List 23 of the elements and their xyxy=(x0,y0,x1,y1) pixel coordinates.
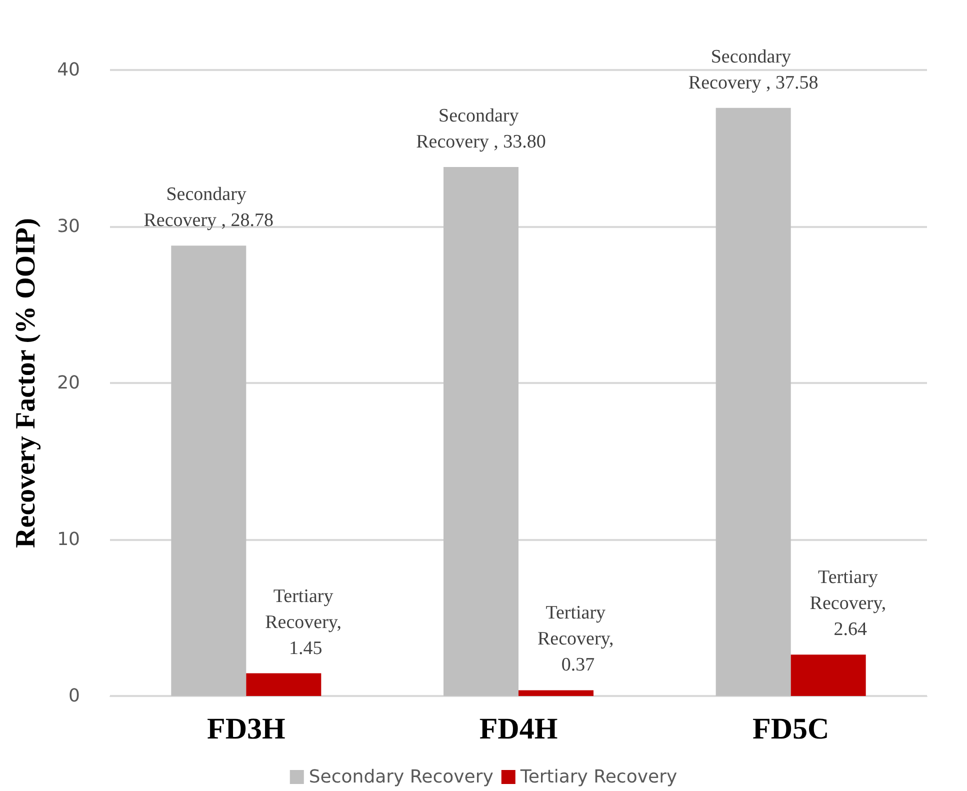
legend-label: Secondary Recovery xyxy=(308,766,494,788)
y-tick-label: 40 xyxy=(57,60,80,80)
y-tick-label: 30 xyxy=(57,216,80,237)
data-label: Tertiary Recovery, 2.64 xyxy=(810,567,891,640)
bar xyxy=(246,673,322,696)
bar xyxy=(171,246,246,696)
data-label: Secondary Recovery , 37.58 xyxy=(688,46,818,94)
bar xyxy=(518,690,594,696)
data-label: Tertiary Recovery, 1.45 xyxy=(265,586,346,659)
data-label: Secondary Recovery , 28.78 xyxy=(144,184,274,232)
y-tick-label: 0 xyxy=(68,686,80,706)
bar xyxy=(790,654,866,696)
data-label: Secondary Recovery , 33.80 xyxy=(416,106,546,153)
bar xyxy=(716,108,791,696)
y-axis-title: Recovery Factor (% OOIP) xyxy=(10,218,42,548)
x-tick-label: FD5C xyxy=(752,712,830,746)
y-tick-label: 20 xyxy=(57,372,80,394)
x-tick-label: FD4H xyxy=(479,712,558,746)
data-label: Tertiary Recovery, 0.37 xyxy=(537,602,619,676)
bar xyxy=(444,167,518,696)
legend-label: Tertiary Recovery xyxy=(519,766,678,788)
y-tick-label: 10 xyxy=(57,529,80,550)
x-tick-label: FD3H xyxy=(207,712,286,746)
